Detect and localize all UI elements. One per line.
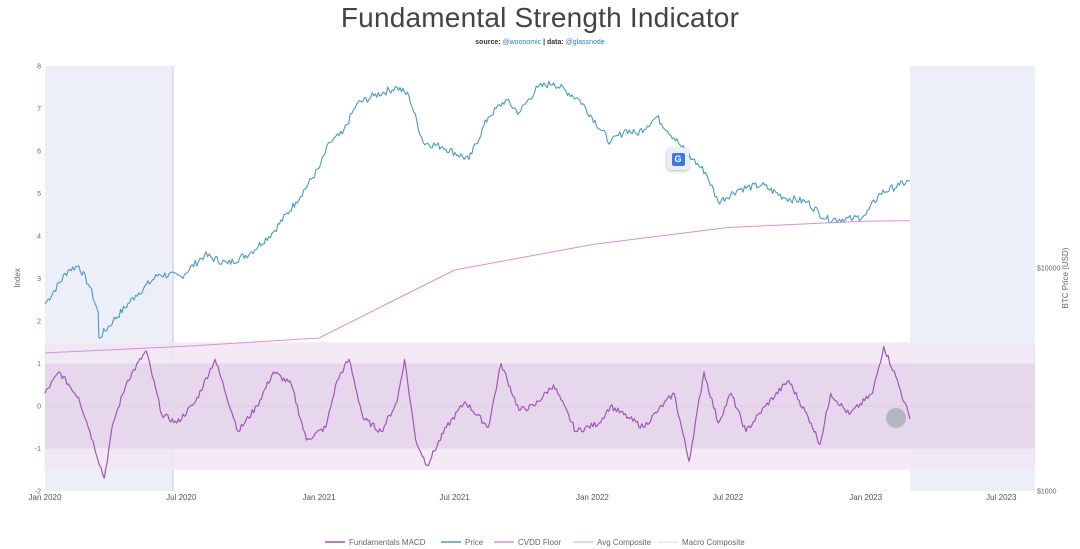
series (44, 80, 911, 479)
legend: Fundamentals MACD Price CVDD Floor Avg Comp… (325, 538, 745, 547)
x-tick-label: Jul 2022 (713, 493, 744, 502)
data-prefix: | data: (541, 39, 566, 46)
x-tick-label: Jan 2022 (576, 493, 609, 502)
data-link[interactable]: @glassnode (565, 39, 605, 46)
x-tick-label: Jul 2020 (166, 493, 197, 502)
y-tick-label: 2 (37, 319, 41, 326)
series-line-cvdd-floor (44, 220, 910, 354)
legend-label: Fundamentals MACD (349, 538, 426, 547)
y-tick-label: 0 (37, 404, 41, 411)
x-tick-label: Jul 2021 (440, 493, 471, 502)
y2-tick-label: $1000 (1037, 489, 1057, 496)
axes: 8 7 6 5 4 3 2 1 0 -1 -2 Index BTC Price (USD)$10000 $… (13, 64, 1070, 503)
source-link[interactable]: @woonomic (502, 39, 542, 46)
y-tick-label: 5 (37, 191, 41, 198)
y2-axis-title: BTC Price (USD) (1061, 247, 1070, 308)
y2-tick-label: $10000 (1037, 266, 1060, 273)
x-tick-label: Jan 2020 (29, 493, 62, 502)
legend-label: Avg Composite (597, 538, 652, 547)
translate-button[interactable]: G (667, 148, 689, 170)
y-tick-label: -2 (35, 489, 41, 496)
translate-icon: G (671, 152, 685, 166)
chart-title: Fundamental Strength Indicator (340, 2, 740, 33)
y-tick-label: 1 (37, 361, 41, 368)
y-tick-label: 6 (37, 149, 41, 156)
legend-label: Macro Composite (682, 538, 745, 547)
y-axis-title: Index (13, 268, 22, 288)
x-tick-label: Jul 2023 (986, 493, 1017, 502)
y-tick-label: 8 (37, 64, 41, 71)
y-tick-label: 3 (37, 276, 41, 283)
legend-label: CVDD Floor (518, 538, 561, 547)
y-tick-label: 7 (37, 106, 41, 113)
x-tick-label: Jan 2021 (303, 493, 336, 502)
series-line-fundamentals-macd (44, 345, 911, 479)
source-prefix: source: (475, 39, 503, 46)
y-tick-label: -1 (35, 446, 41, 453)
series-line-price (44, 80, 910, 339)
y-tick-label: 4 (37, 234, 41, 241)
x-tick-label: Jan 2023 (849, 493, 882, 502)
chart-subtitle: source: @woonomic | data: @glassnode (0, 39, 1080, 46)
cursor-indicator (886, 408, 906, 428)
legend-label: Price (465, 538, 484, 547)
